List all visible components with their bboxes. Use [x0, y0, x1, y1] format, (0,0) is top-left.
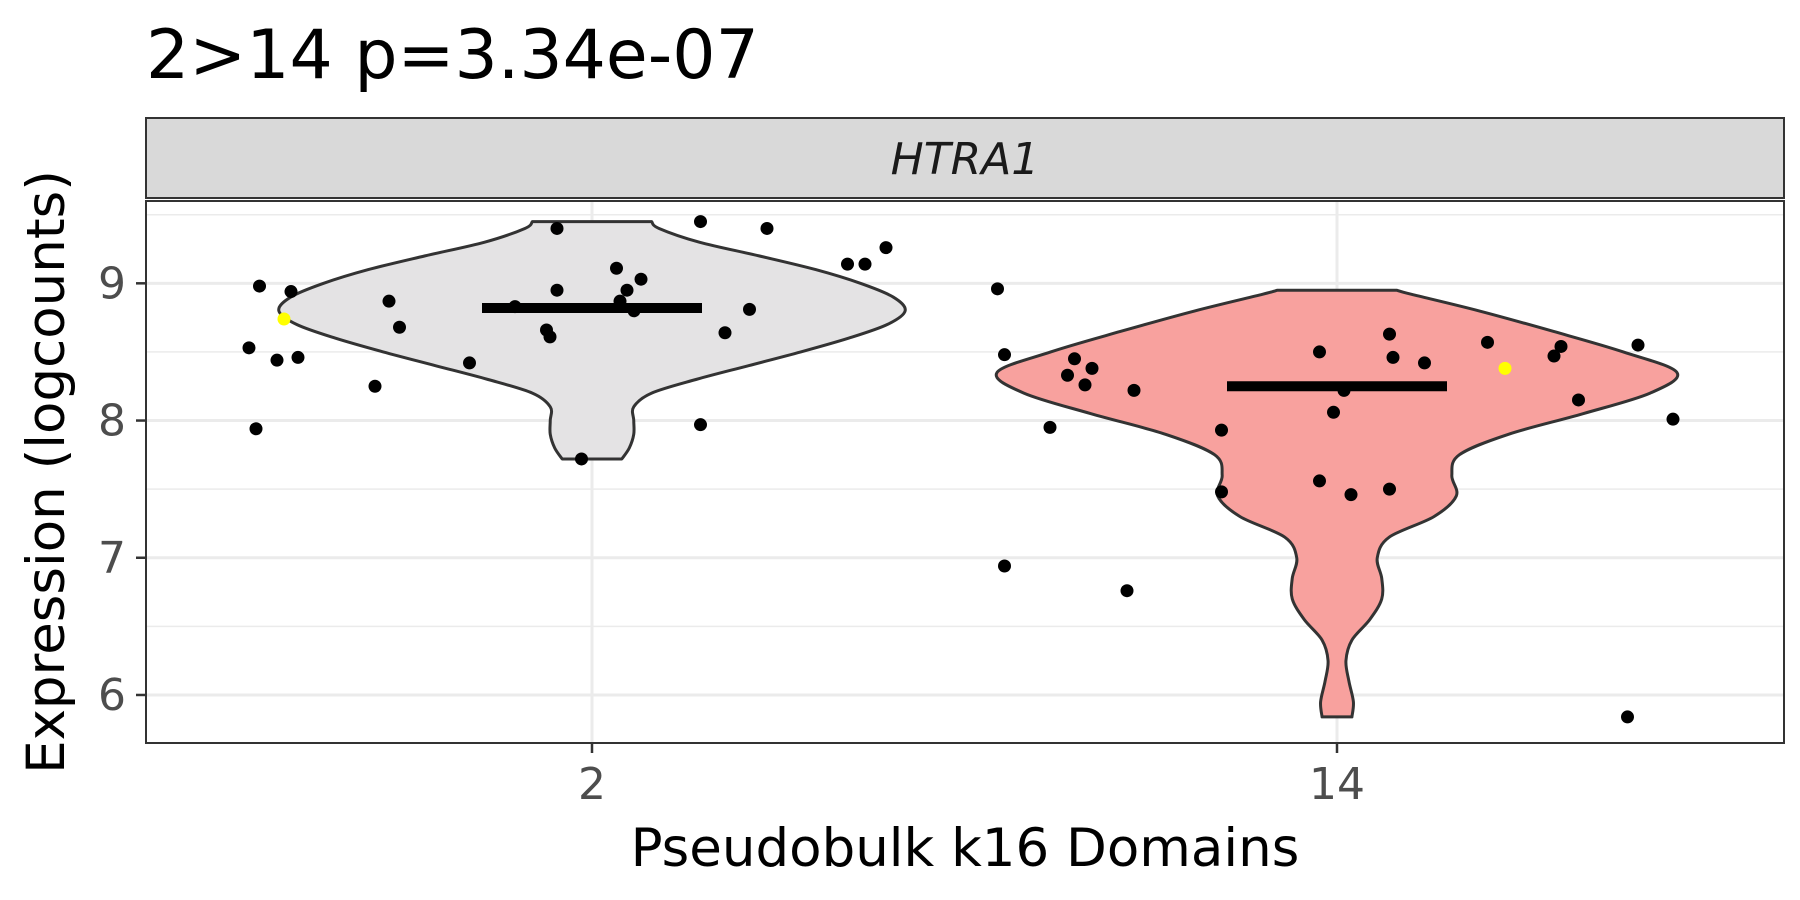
data-point: [620, 283, 634, 297]
violin-2: [277, 220, 907, 461]
data-point: [1061, 368, 1074, 382]
y-tick-label: 6: [98, 670, 126, 721]
data-point: [463, 356, 476, 370]
data-point: [1383, 482, 1396, 496]
data-point: [550, 221, 564, 235]
data-point: [291, 350, 305, 364]
data-point: [841, 257, 854, 271]
data-point: [543, 330, 557, 344]
data-point: [508, 300, 522, 314]
data-point: [1043, 420, 1057, 434]
data-point: [718, 326, 732, 340]
data-point: [1383, 327, 1396, 341]
data-point: [1215, 485, 1228, 499]
data-point: [1621, 710, 1634, 724]
data-points: [242, 215, 1680, 724]
data-point: [1418, 356, 1431, 370]
facet-strip: [145, 117, 1785, 199]
data-point: [1554, 339, 1568, 353]
violin-14: [994, 288, 1680, 719]
chart-title: 2>14 p=3.34e-07: [146, 16, 759, 95]
data-point: [694, 215, 707, 229]
data-point: [627, 304, 641, 318]
data-point: [1313, 345, 1326, 359]
data-point: [550, 283, 564, 297]
data-point: [575, 452, 588, 466]
data-point: [1085, 361, 1099, 375]
data-point: [1078, 378, 1092, 392]
data-point: [858, 257, 872, 271]
data-point: [253, 279, 266, 293]
data-point: [610, 261, 623, 275]
data-point: [613, 294, 627, 308]
highlight-point: [277, 312, 291, 326]
data-point: [1572, 393, 1585, 407]
data-point: [1068, 352, 1081, 366]
data-point: [284, 285, 298, 299]
data-point: [1344, 488, 1358, 502]
violins: [277, 220, 1680, 719]
data-point: [1327, 405, 1340, 419]
y-tick-label: 8: [98, 396, 126, 447]
data-point: [382, 294, 396, 308]
data-point: [760, 221, 774, 235]
data-point: [1120, 584, 1134, 598]
data-point: [249, 422, 263, 436]
data-point: [270, 353, 284, 367]
data-point: [998, 348, 1011, 362]
facet-label: HTRA1: [891, 134, 1040, 185]
data-point: [1481, 335, 1494, 349]
data-point: [1386, 350, 1400, 364]
data-point: [694, 418, 707, 432]
data-point: [1547, 349, 1561, 363]
data-point: [743, 302, 756, 316]
y-tick-label: 7: [98, 533, 126, 584]
data-point: [1215, 423, 1228, 437]
data-point: [998, 559, 1011, 573]
x-tick-label: 14: [1309, 759, 1365, 810]
y-axis-title: Expression (logcounts): [16, 170, 77, 774]
data-point: [991, 282, 1004, 296]
data-point: [1631, 338, 1645, 352]
data-point: [242, 341, 256, 355]
data-point: [1127, 383, 1141, 397]
data-point: [879, 241, 893, 255]
data-point: [393, 320, 406, 334]
data-point: [1666, 412, 1680, 426]
x-axis: 2 14: [578, 743, 1365, 810]
data-point: [368, 379, 382, 393]
highlight-point: [1498, 361, 1512, 375]
y-tick-label: 9: [98, 258, 126, 309]
data-point: [1337, 383, 1351, 397]
data-point: [634, 272, 648, 286]
data-point: [1313, 474, 1326, 488]
x-tick-label: 2: [578, 759, 606, 810]
panel-border: [145, 200, 1785, 744]
x-axis-title: Pseudobulk k16 Domains: [631, 818, 1300, 879]
y-axis: 6 7 8 9: [98, 258, 146, 721]
